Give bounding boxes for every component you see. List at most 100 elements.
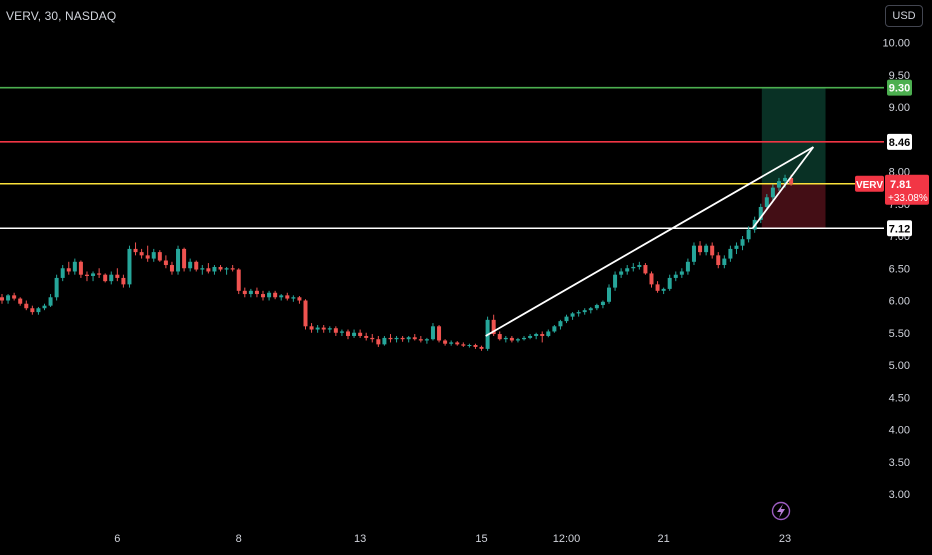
lightning-icon[interactable] [771,501,791,521]
axis-label-bg-red [887,133,912,150]
candle-body [534,334,539,336]
candle-body [649,273,654,285]
candle-body [206,268,211,272]
trendline-2[interactable] [751,146,815,229]
candle-body [339,331,344,333]
candle-body [455,342,460,345]
candle-body [109,274,114,282]
candle-body [443,340,448,344]
chart-title: VERV, 30, NASDAQ [6,9,117,23]
symbol-tag: VERV [856,180,883,191]
candle-body [552,326,557,332]
candle-body [570,313,575,317]
candle-body [139,252,144,256]
candle-body [242,290,247,295]
y-tick-label: 3.50 [889,457,910,469]
candle-body [200,268,205,270]
candle-body [734,245,739,249]
candle-body [685,261,690,272]
x-tick-label: 8 [236,533,242,545]
lightning-bolt-icon [777,504,785,518]
candle-body [97,273,102,275]
x-tick-label: 15 [475,533,487,545]
candle-body [758,206,763,220]
candle-body [661,288,666,291]
candle-body [157,252,162,261]
candle-body [582,310,587,313]
candle-body [0,297,4,301]
candle-body [188,261,193,269]
candle-body [576,312,581,314]
currency-button[interactable]: USD [885,5,923,27]
candle-body [91,273,96,276]
x-tick-label: 12:00 [553,533,581,545]
y-tick-label: 9.00 [889,102,910,114]
y-tick-label: 4.00 [889,425,910,437]
candle-body [273,292,278,298]
candle-body [297,297,302,301]
axis-label-red: 8.46 [889,137,910,149]
candle-body [254,290,259,295]
candle-body [679,271,684,275]
candle-body [30,308,35,313]
axis-label-bg-white [887,220,912,237]
candle-body [643,265,648,274]
x-tick-label: 21 [658,533,670,545]
candle-body [625,268,630,272]
candle-body [728,248,733,259]
candle-body [115,274,120,278]
candle-body [36,308,41,313]
candle-body [6,295,11,301]
price-label-change: +33.08% [888,193,928,204]
candle-body [691,245,696,262]
candle-body [746,229,751,240]
candle-body [218,266,223,270]
symbol-tag-bg [855,175,884,192]
y-tick-label: 10.00 [882,38,910,50]
y-tick-label: 6.50 [889,263,910,275]
candle-body [406,337,411,340]
candle-body [309,326,314,330]
candle-body [224,268,229,270]
axis-label-bg-green [887,79,912,96]
candle-body [789,177,794,184]
candle-body [558,321,563,327]
candle-body [619,271,624,275]
trendline-1[interactable] [485,146,814,337]
candle-body [163,260,168,266]
candle-body [667,277,672,289]
candle-body [66,268,71,272]
candle-body [564,316,569,322]
candle-body [352,332,357,336]
candle-body [127,248,132,285]
candle-body [400,337,405,340]
candle-body [388,337,393,340]
candle-body [509,337,514,341]
candle-body [473,345,478,347]
candle-body [546,331,551,336]
candle-body [515,339,520,341]
candle-body [42,305,47,309]
candle-body [54,277,59,298]
candle-body [279,295,284,298]
candle-body [655,284,660,291]
candle-body [418,339,423,341]
candle-body [78,261,83,275]
y-tick-label: 5.00 [889,360,910,372]
candle-body [540,334,545,336]
candle-body [503,337,508,340]
x-tick-label: 6 [114,533,120,545]
candle-body [479,346,484,349]
y-tick-label: 9.50 [889,70,910,82]
candle-body [607,287,611,302]
candle-body [364,335,369,338]
price-label-bg [885,174,929,205]
candle-body [437,326,442,341]
y-tick-label: 5.50 [889,328,910,340]
candle-body [637,265,642,267]
candle-body [103,274,108,282]
candle-body [261,294,266,298]
candle-body [291,297,296,299]
